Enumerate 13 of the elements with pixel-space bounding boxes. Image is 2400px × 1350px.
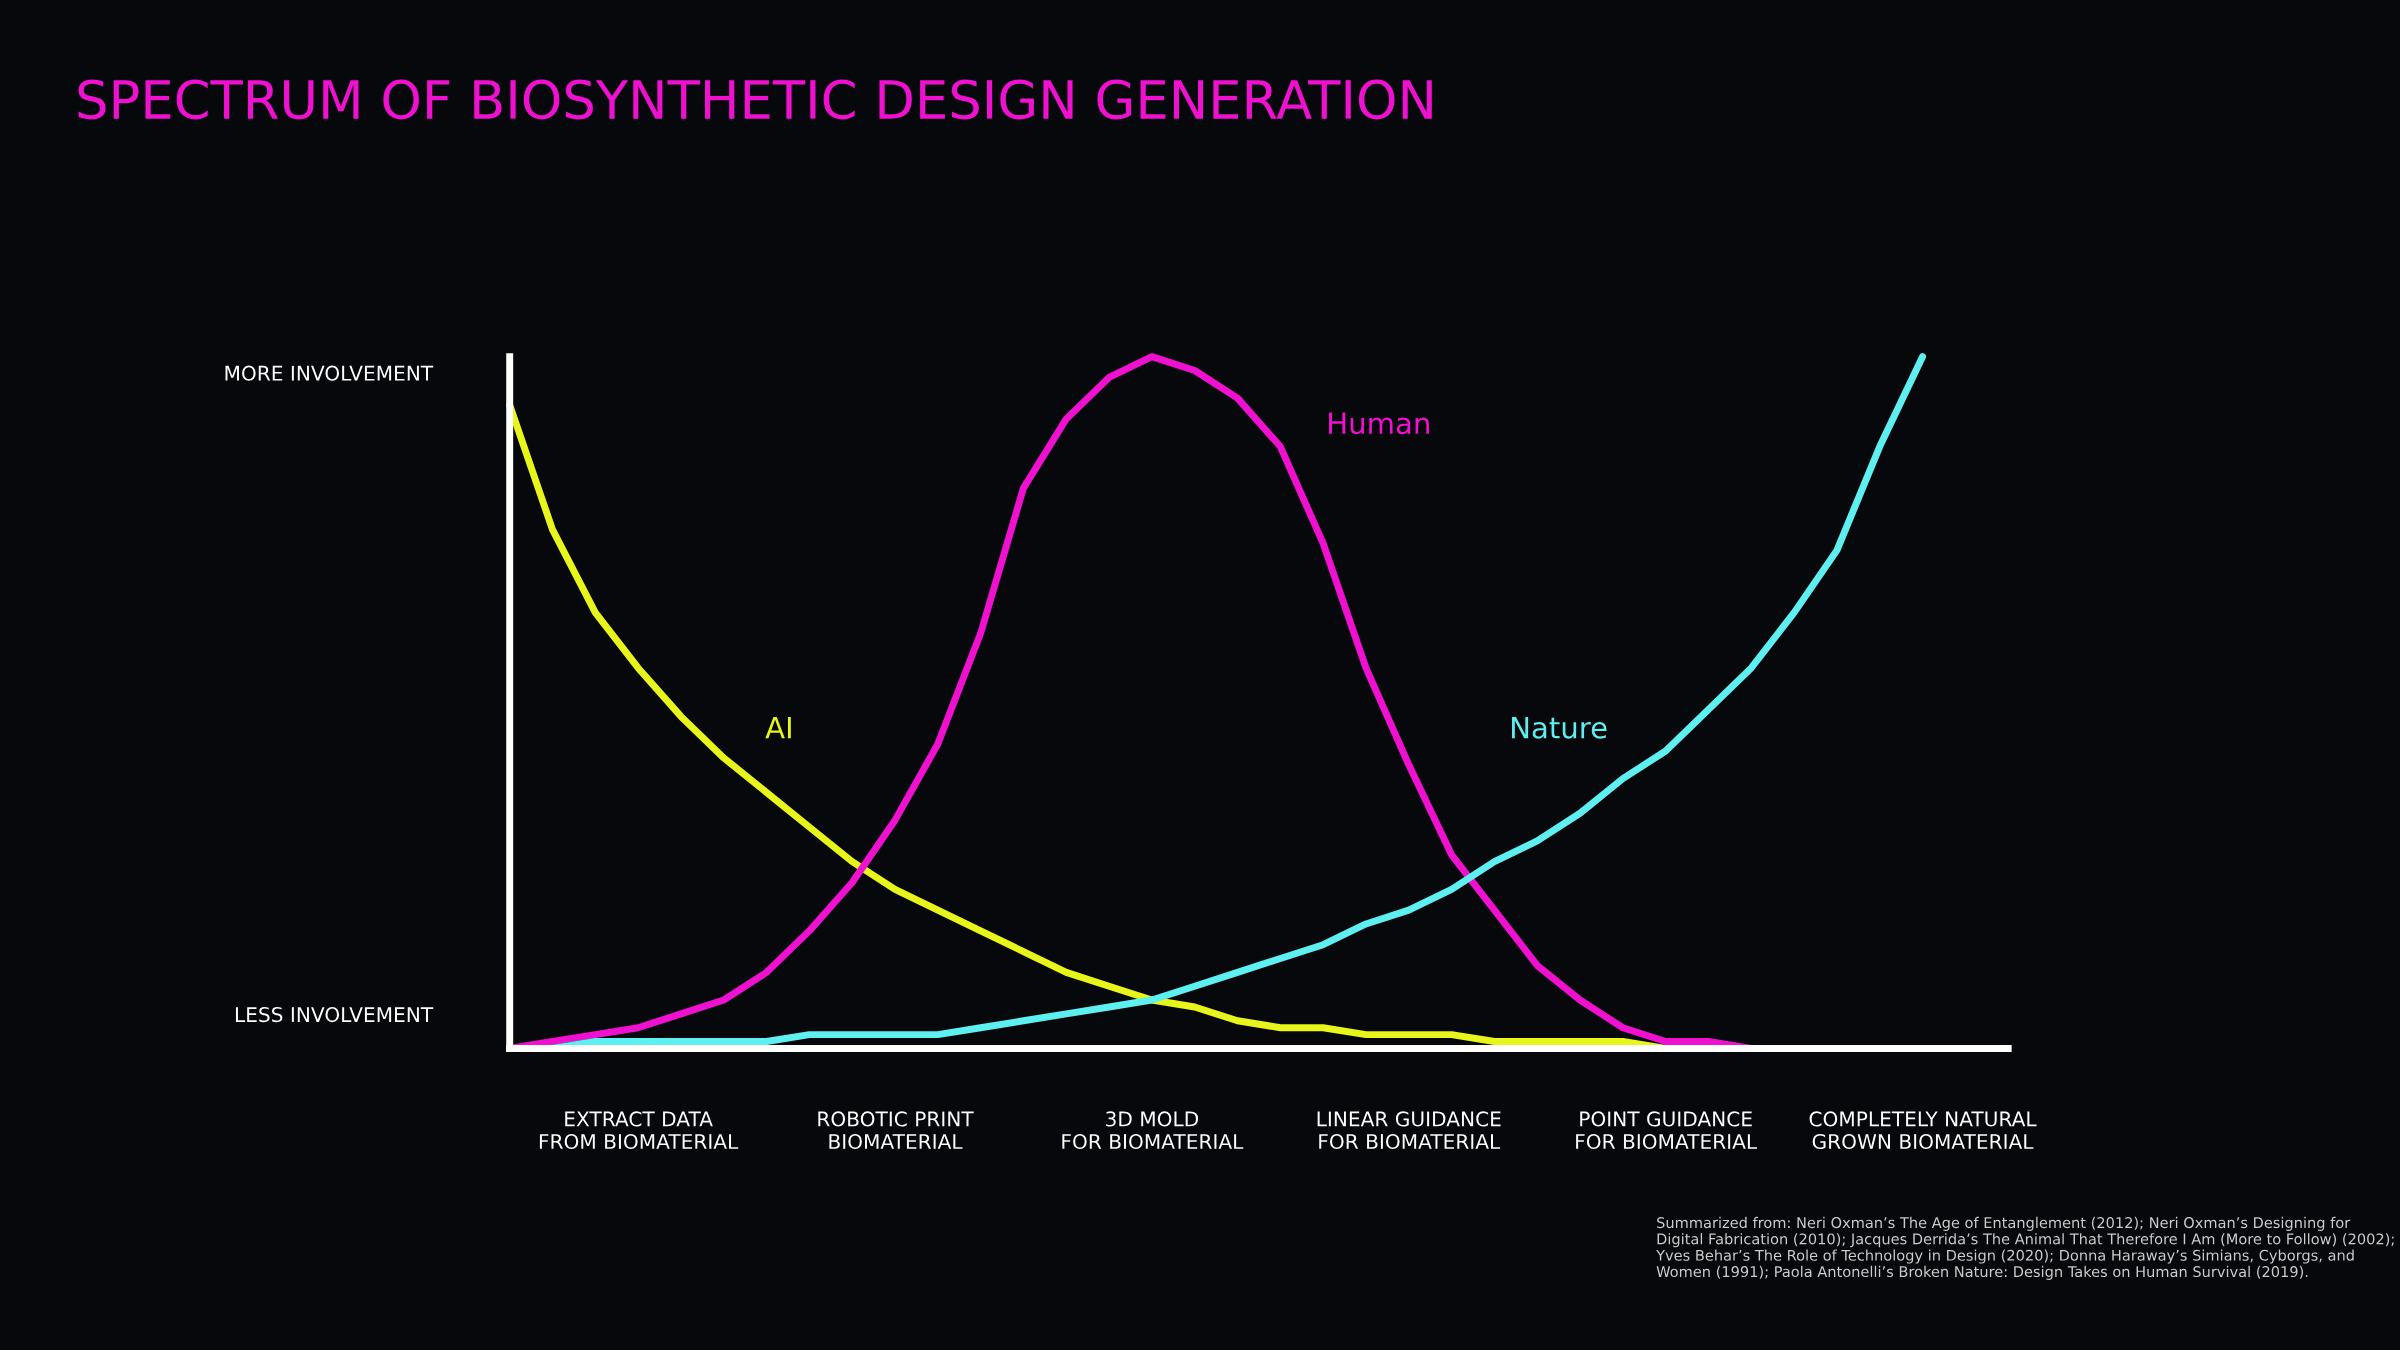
x-tick-label: ROBOTIC PRINT BIOMATERIAL xyxy=(818,1111,974,1150)
text: MORE INVOLVEMENT xyxy=(225,365,434,381)
series-label: AI xyxy=(765,717,791,739)
series-label: Nature xyxy=(1512,717,1607,739)
text: Summarized from: Neri Oxman’s The Age of Entanglement (2012); Neri Oxman’s Designing for Digital Fabrication (2010); Jacques Derrida’s The Animal That Therefore I Am (More to Follow) (2002); Yves Behar’s The Role of Technology in Design (2020); Donna Haraway’s Simians, Cyborgs, and Women (1991); Paola Antonelli’s Broken Nature: Design Takes on Human Survival (2019). xyxy=(1656,1216,2394,1280)
x-tick-label: COMPLETELY NATURAL GROWN BIOMATERIAL xyxy=(1809,1111,2037,1150)
x-tick-label: EXTRACT DATA FROM BIOMATERIAL xyxy=(539,1111,739,1150)
x-tick-label: 3D MOLD FOR BIOMATERIAL xyxy=(1062,1111,1244,1150)
text: LESS INVOLVEMENT xyxy=(235,1006,434,1023)
chart-title: SPECTRUM OF BIOSYNTHETIC DESIGN GENERATION xyxy=(78,79,1432,120)
x-tick-label: POINT GUIDANCE FOR BIOMATERIAL xyxy=(1576,1111,1758,1150)
x-tick-label: LINEAR GUIDANCE FOR BIOMATERIAL xyxy=(1317,1111,1501,1150)
series-label: Human xyxy=(1329,412,1429,435)
